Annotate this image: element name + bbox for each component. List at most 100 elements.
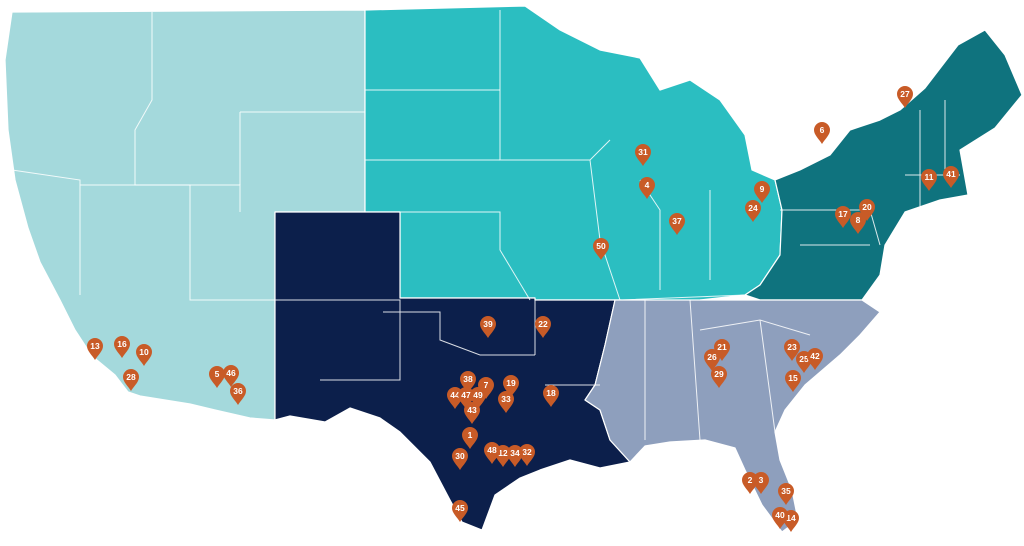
map-pin-36[interactable]: 36 <box>230 383 246 405</box>
map-pin-42[interactable]: 42 <box>807 348 823 370</box>
pin-number: 50 <box>596 241 606 251</box>
map-marker-icon <box>503 375 519 397</box>
pin-number: 41 <box>946 169 956 179</box>
map-pin-23[interactable]: 23 <box>784 339 800 361</box>
region-south-central <box>274 211 631 531</box>
pin-number: 8 <box>856 215 861 225</box>
map-pin-1[interactable]: 1 <box>462 427 478 449</box>
pin-number: 2 <box>748 475 753 485</box>
map-marker-icon <box>123 369 139 391</box>
pin-number: 17 <box>838 209 848 219</box>
map-pin-24[interactable]: 24 <box>745 200 761 222</box>
map-pin-7[interactable]: 7 <box>478 377 494 399</box>
map-pin-11[interactable]: 11 <box>921 169 937 191</box>
map-marker-icon <box>484 442 500 464</box>
map-pin-47[interactable]: 47 <box>458 387 474 409</box>
map-marker-icon <box>223 365 239 387</box>
pin-number: 4 <box>645 180 650 190</box>
map-pin-13[interactable]: 13 <box>87 338 103 360</box>
pin-number: 43 <box>467 405 477 415</box>
map-marker-icon <box>535 316 551 338</box>
state-borders <box>11 10 960 441</box>
pin-number: 42 <box>810 351 820 361</box>
map-pin-50[interactable]: 50 <box>593 238 609 260</box>
map-pin-20[interactable]: 20 <box>859 199 875 221</box>
map-marker-icon <box>635 144 651 166</box>
map-marker-icon <box>754 181 770 203</box>
map-pin-48[interactable]: 48 <box>484 442 500 464</box>
map-pin-21[interactable]: 21 <box>714 339 730 361</box>
map-pin-15[interactable]: 15 <box>785 370 801 392</box>
map-pin-27[interactable]: 27 <box>897 86 913 108</box>
pin-number: 6 <box>820 125 825 135</box>
map-marker-icon <box>772 507 788 529</box>
map-pin-49[interactable]: 49 <box>470 387 486 409</box>
map-marker-icon <box>462 427 478 449</box>
map-pin-26[interactable]: 26 <box>704 349 720 371</box>
pin-number: 26 <box>707 352 717 362</box>
map-marker-icon <box>745 200 761 222</box>
map-pin-41[interactable]: 41 <box>943 166 959 188</box>
map-pin-10[interactable]: 10 <box>136 344 152 366</box>
map-pin-6[interactable]: 6 <box>814 122 830 144</box>
map-pin-38[interactable]: 38 <box>460 371 476 393</box>
pin-number: 14 <box>786 513 796 523</box>
map-marker-icon <box>458 387 474 409</box>
map-marker-icon <box>704 349 720 371</box>
map-pin-18[interactable]: 18 <box>543 385 559 407</box>
map-pin-17[interactable]: 17 <box>835 206 851 228</box>
pin-number: 49 <box>473 390 483 400</box>
pin-number: 46 <box>226 368 236 378</box>
map-pin-40[interactable]: 40 <box>772 507 788 529</box>
map-pin-39[interactable]: 39 <box>480 316 496 338</box>
map-pin-29[interactable]: 29 <box>711 366 727 388</box>
pin-number: 13 <box>90 341 100 351</box>
pins-layer: 12 34567891011121314151617181920212223242… <box>87 86 959 532</box>
map-marker-icon <box>669 213 685 235</box>
map-pin-35[interactable]: 35 <box>778 483 794 505</box>
pin-number: 16 <box>117 339 127 349</box>
map-marker-icon <box>209 366 225 388</box>
map-pin-9[interactable]: 9 <box>754 181 770 203</box>
map-marker-icon <box>480 316 496 338</box>
map-pin-32[interactable]: 32 <box>519 444 535 466</box>
map-marker-icon <box>897 86 913 108</box>
map-pin-22[interactable]: 22 <box>535 316 551 338</box>
pin-number: 21 <box>717 342 727 352</box>
pin-number: 23 <box>787 342 797 352</box>
map-marker-icon <box>87 338 103 360</box>
map-pin-37[interactable]: 37 <box>669 213 685 235</box>
map-pin-30[interactable]: 30 <box>452 448 468 470</box>
pin-number: 33 <box>501 394 511 404</box>
pin-number: 9 <box>760 184 765 194</box>
map-marker-icon <box>921 169 937 191</box>
map-pin-3[interactable]: 3 <box>753 472 769 494</box>
pin-number: 19 <box>506 378 516 388</box>
pin-number: 48 <box>487 445 497 455</box>
map-pin-46[interactable]: 46 <box>223 365 239 387</box>
pin-number: 24 <box>748 203 758 213</box>
pin-number: 27 <box>900 89 910 99</box>
pin-number: 20 <box>862 202 872 212</box>
pin-number: 47 <box>461 390 471 400</box>
map-pin-28[interactable]: 28 <box>123 369 139 391</box>
map-pin-43[interactable]: 43 <box>464 402 480 424</box>
map-pin-33[interactable]: 33 <box>498 391 514 413</box>
pin-number: 32 <box>522 447 532 457</box>
map-pin-45[interactable]: 45 <box>452 500 468 522</box>
map-marker-icon <box>807 348 823 370</box>
map-pin-16[interactable]: 16 <box>114 336 130 358</box>
map-marker-icon <box>753 472 769 494</box>
map-marker-icon <box>835 206 851 228</box>
map-pin-4[interactable]: 4 <box>639 177 655 199</box>
map-pin-34[interactable]: 34 <box>507 445 523 467</box>
pin-number: 5 <box>215 369 220 379</box>
map-pin-19[interactable]: 19 <box>503 375 519 397</box>
map-pin-5[interactable]: 5 <box>209 366 225 388</box>
map-pin-8[interactable]: 8 <box>850 212 866 234</box>
map-pin-31[interactable]: 31 <box>635 144 651 166</box>
pin-number: 40 <box>775 510 785 520</box>
map-marker-icon <box>478 377 494 399</box>
pin-number: 45 <box>455 503 465 513</box>
pin-number: 34 <box>510 448 520 458</box>
